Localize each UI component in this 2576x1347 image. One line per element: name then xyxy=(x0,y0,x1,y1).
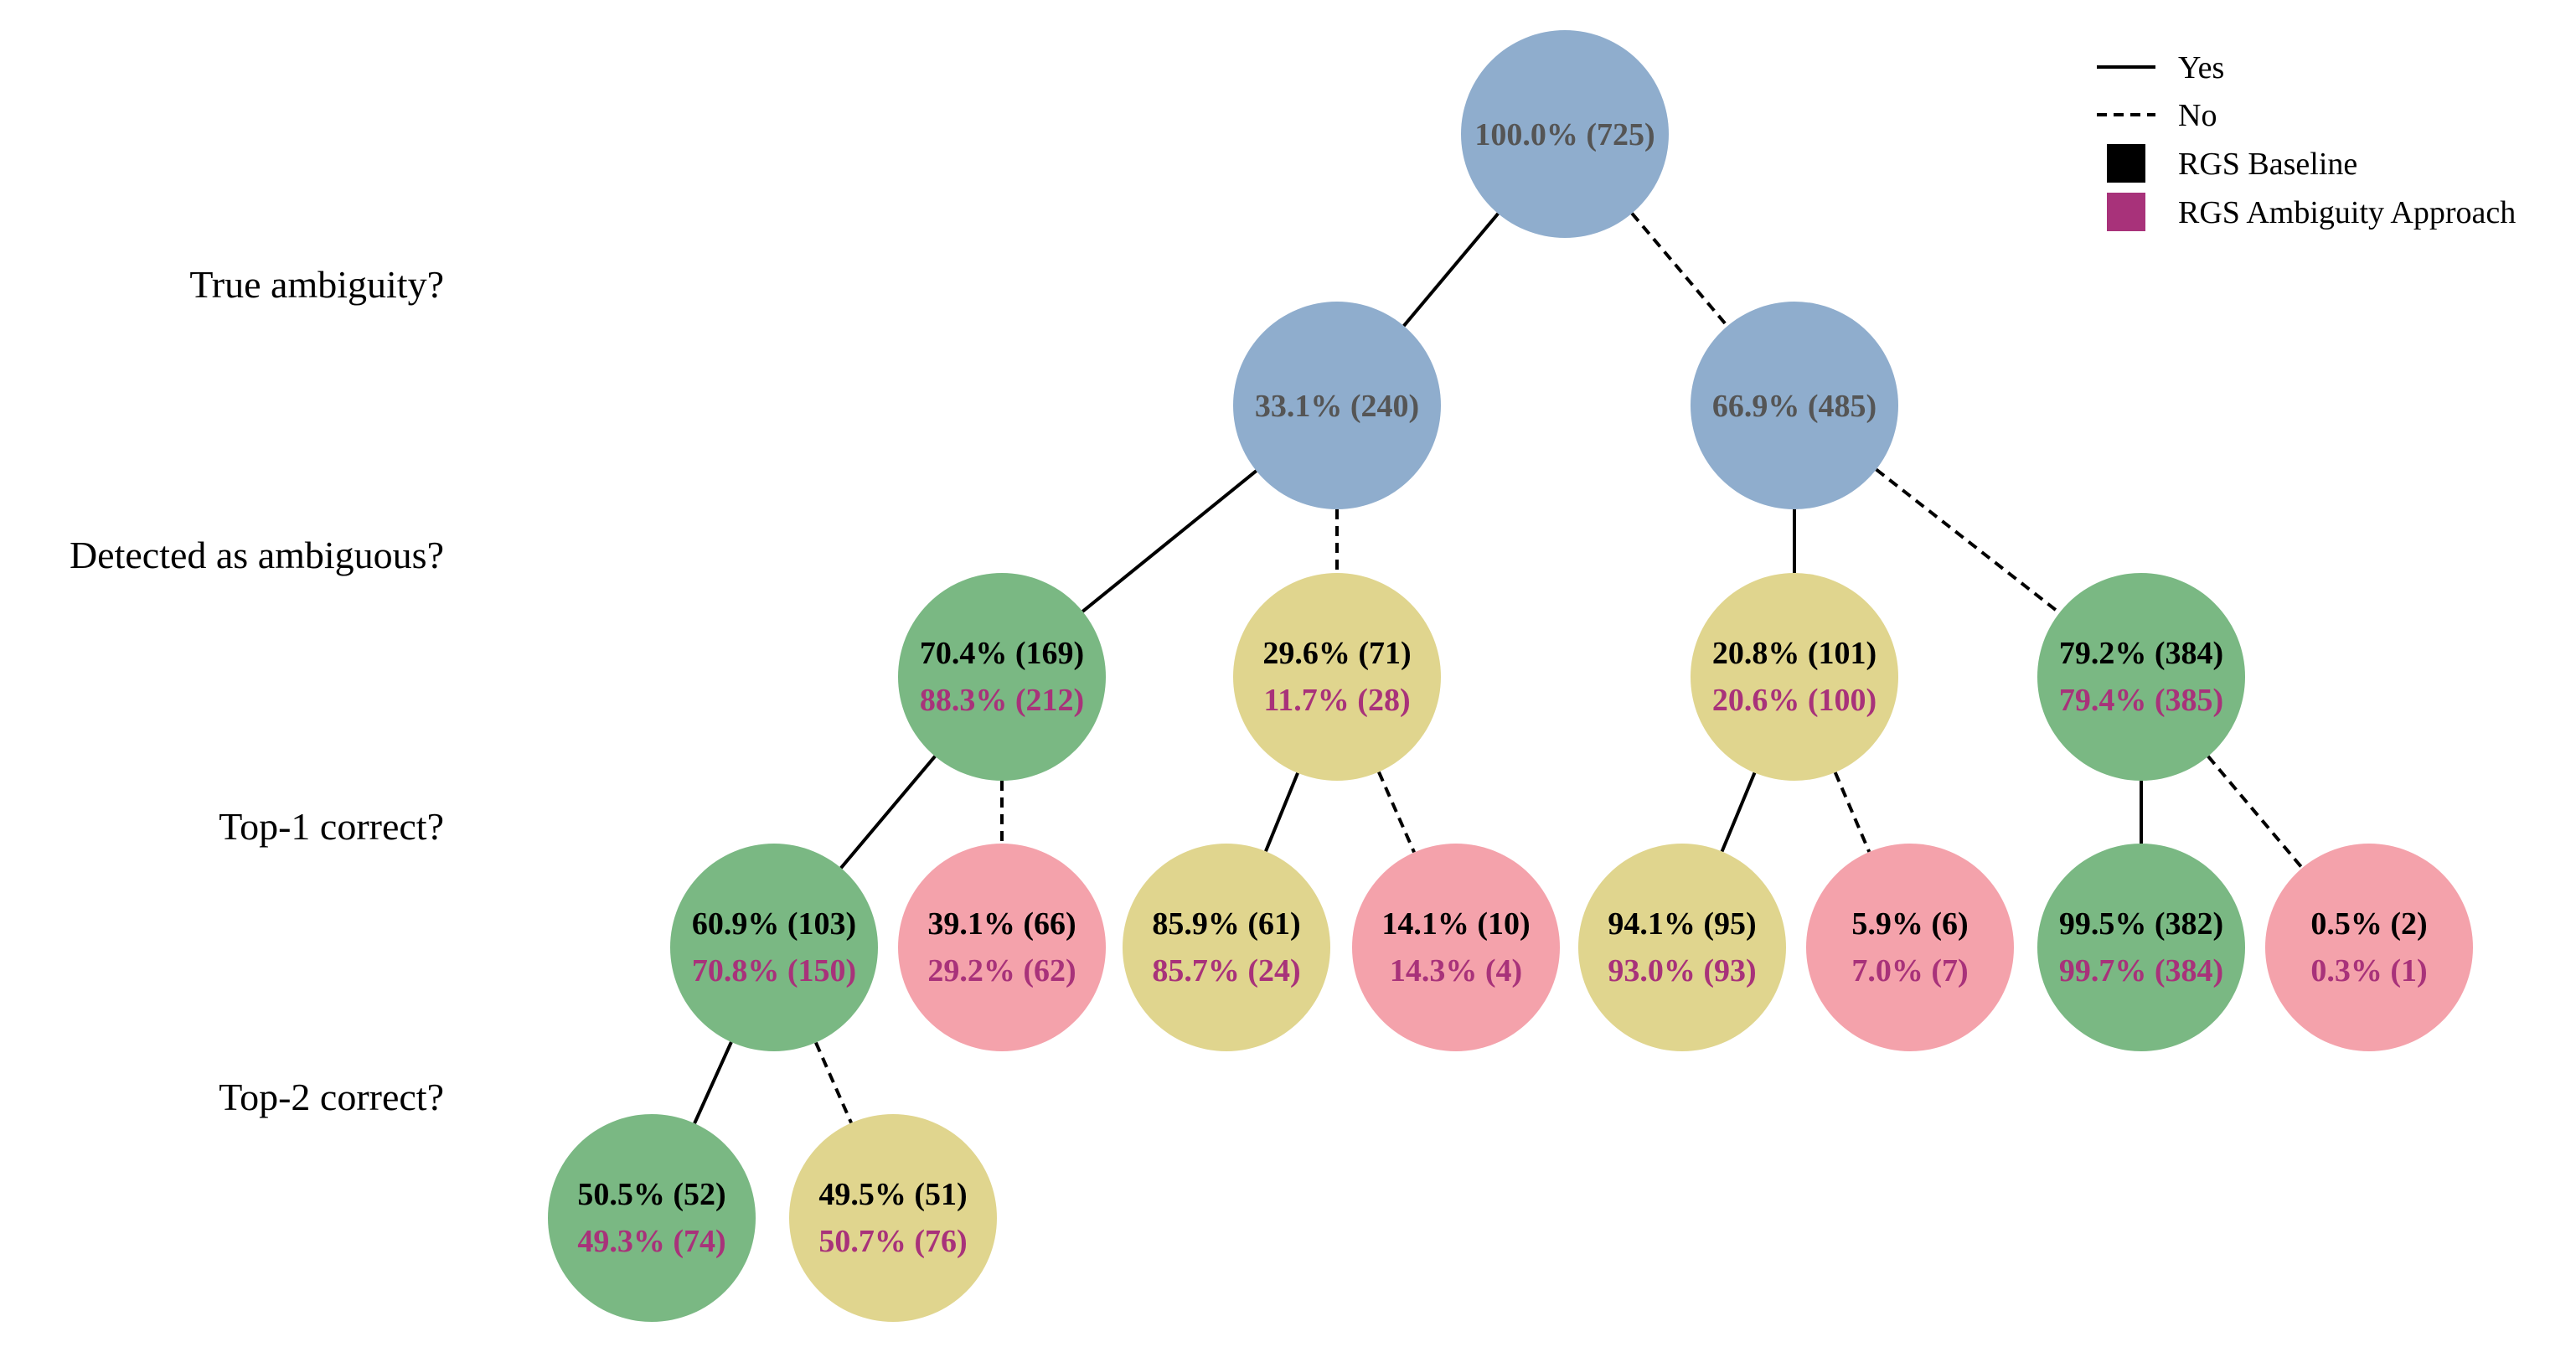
node-baseline-value-an-notdetected: 79.2% (384) xyxy=(2059,636,2223,671)
edge-no-ambig-no-to-an-notdetected xyxy=(1875,467,2061,615)
nodes-layer: 100.0% (725) 33.1% (240) 66.9% (485) 70.4% … xyxy=(548,30,2473,1322)
node-baseline-value-and-top1yes: 94.1% (95) xyxy=(1608,906,1756,942)
node-root: 100.0% (725) xyxy=(1461,30,1669,238)
node-ambiguity-value-an-notdetected: 79.4% (385) xyxy=(2059,683,2223,718)
node-ayn-top1no: 14.1% (10) 14.3% (4) xyxy=(1352,844,1560,1051)
edge-yes-an-detected-to-and-top1yes xyxy=(1720,772,1757,853)
node-baseline-value-ay-detected: 70.4% (169) xyxy=(920,636,1084,671)
edge-no-root-to-ambig-no xyxy=(1630,212,1729,328)
node-circle-and-top1yes xyxy=(1578,844,1786,1051)
node-circle-root xyxy=(1461,30,1669,238)
node-baseline-value-ann-top1no: 0.5% (2) xyxy=(2310,906,2427,942)
node-ambiguity-value-ayn-top1yes: 85.7% (24) xyxy=(1152,953,1300,988)
node-baseline-value-an-detected: 20.8% (101) xyxy=(1712,636,1877,671)
node-baseline-value-ayn-top1yes: 85.9% (61) xyxy=(1152,906,1300,942)
node-and-top1no: 5.9% (6) 7.0% (7) xyxy=(1806,844,2014,1051)
edge-yes-root-to-ambig-yes xyxy=(1402,212,1500,328)
node-ambiguity-value-top2no: 50.7% (76) xyxy=(818,1224,967,1259)
node-circle-ay-detected xyxy=(898,573,1106,781)
node-ambiguity-value-ay-detected: 88.3% (212) xyxy=(920,683,1084,718)
legend-yes-label: Yes xyxy=(2178,50,2224,85)
node-circle-ayd-top1yes xyxy=(670,844,878,1051)
node-ayd-top1yes: 60.9% (103) 70.8% (150) xyxy=(670,844,878,1051)
level-labels: True ambiguity? Detected as ambiguous? T… xyxy=(70,263,444,1118)
node-circle-ayd-top1no xyxy=(898,844,1106,1051)
node-an-notdetected: 79.2% (384) 79.4% (385) xyxy=(2037,573,2245,781)
node-circle-an-detected xyxy=(1691,573,1898,781)
node-baseline-value-ambig-yes: 33.1% (240) xyxy=(1255,389,1419,424)
edge-no-ayd-top1yes-to-top2no xyxy=(814,1041,853,1124)
node-ambiguity-value-an-detected: 20.6% (100) xyxy=(1712,683,1877,718)
legend: Yes No RGS Baseline RGS Ambiguity Approa… xyxy=(2097,50,2516,231)
node-ambig-yes: 33.1% (240) xyxy=(1233,302,1441,509)
node-ay-notdetected: 29.6% (71) 11.7% (28) xyxy=(1233,573,1441,781)
edge-no-ay-notdetected-to-ayn-top1no xyxy=(1377,771,1416,854)
node-ambiguity-value-ayn-top1no: 14.3% (4) xyxy=(1390,953,1522,988)
node-baseline-value-root: 100.0% (725) xyxy=(1474,117,1655,152)
node-ay-detected: 70.4% (169) 88.3% (212) xyxy=(898,573,1106,781)
node-circle-ayn-top1yes xyxy=(1123,844,1330,1051)
node-and-top1yes: 94.1% (95) 93.0% (93) xyxy=(1578,844,1786,1051)
edge-yes-ayd-top1yes-to-top2yes xyxy=(693,1041,733,1124)
node-baseline-value-top2yes: 50.5% (52) xyxy=(577,1177,725,1212)
edge-no-an-notdetected-to-ann-top1no xyxy=(2207,755,2304,870)
node-circle-and-top1no xyxy=(1806,844,2014,1051)
node-baseline-value-ayd-top1yes: 60.9% (103) xyxy=(692,906,856,942)
node-ambiguity-value-and-top1no: 7.0% (7) xyxy=(1851,953,1968,988)
legend-baseline-label: RGS Baseline xyxy=(2178,147,2357,182)
node-circle-ambig-no xyxy=(1691,302,1898,509)
node-baseline-value-ayn-top1no: 14.1% (10) xyxy=(1381,906,1530,942)
node-ambiguity-value-top2yes: 49.3% (74) xyxy=(577,1224,725,1259)
node-circle-ambig-yes xyxy=(1233,302,1441,509)
node-ann-top1no: 0.5% (2) 0.3% (1) xyxy=(2265,844,2473,1051)
node-top2no: 49.5% (51) 50.7% (76) xyxy=(789,1114,997,1322)
node-ambiguity-value-ann-top1no: 0.3% (1) xyxy=(2310,953,2427,988)
node-baseline-value-ambig-no: 66.9% (485) xyxy=(1712,389,1877,424)
edge-yes-ay-notdetected-to-ayn-top1yes xyxy=(1264,772,1299,852)
node-ayn-top1yes: 85.9% (61) 85.7% (24) xyxy=(1123,844,1330,1051)
node-baseline-value-top2no: 49.5% (51) xyxy=(818,1177,967,1212)
node-circle-top2yes xyxy=(548,1114,756,1322)
legend-baseline-swatch-icon xyxy=(2107,144,2145,183)
node-circle-an-notdetected xyxy=(2037,573,2245,781)
node-circle-ann-top1yes xyxy=(2037,844,2245,1051)
legend-ambiguity-label: RGS Ambiguity Approach xyxy=(2178,195,2516,230)
edges-layer xyxy=(693,212,2304,1124)
node-circle-ay-notdetected xyxy=(1233,573,1441,781)
node-ambiguity-value-ay-notdetected: 11.7% (28) xyxy=(1263,683,1410,718)
node-baseline-value-ay-notdetected: 29.6% (71) xyxy=(1262,636,1411,671)
node-baseline-value-ann-top1yes: 99.5% (382) xyxy=(2059,906,2223,942)
node-top2yes: 50.5% (52) 49.3% (74) xyxy=(548,1114,756,1322)
edge-yes-ay-detected-to-ayd-top1yes xyxy=(839,755,937,870)
node-ayd-top1no: 39.1% (66) 29.2% (62) xyxy=(898,844,1106,1051)
level-label-top2-correct: Top-2 correct? xyxy=(219,1076,444,1118)
node-ambig-no: 66.9% (485) xyxy=(1691,302,1898,509)
node-ann-top1yes: 99.5% (382) 99.7% (384) xyxy=(2037,844,2245,1051)
node-ambiguity-value-and-top1yes: 93.0% (93) xyxy=(1608,953,1756,988)
node-baseline-value-and-top1no: 5.9% (6) xyxy=(1851,906,1968,942)
level-label-detected-ambiguous: Detected as ambiguous? xyxy=(70,534,444,576)
node-ambiguity-value-ayd-top1no: 29.2% (62) xyxy=(927,953,1076,988)
node-circle-ayn-top1no xyxy=(1352,844,1560,1051)
level-label-true-ambiguity: True ambiguity? xyxy=(189,263,444,306)
node-circle-ann-top1no xyxy=(2265,844,2473,1051)
node-baseline-value-ayd-top1no: 39.1% (66) xyxy=(927,906,1076,942)
edge-yes-ambig-yes-to-ay-detected xyxy=(1082,469,1257,613)
node-circle-top2no xyxy=(789,1114,997,1322)
node-ambiguity-value-ayd-top1yes: 70.8% (150) xyxy=(692,953,856,988)
legend-ambiguity-swatch-icon xyxy=(2107,193,2145,231)
level-label-top1-correct: Top-1 correct? xyxy=(219,805,444,848)
legend-no-label: No xyxy=(2178,98,2217,133)
node-an-detected: 20.8% (101) 20.6% (100) xyxy=(1691,573,1898,781)
node-ambiguity-value-ann-top1yes: 99.7% (384) xyxy=(2059,953,2223,988)
edge-no-an-detected-to-and-top1no xyxy=(1833,772,1871,853)
